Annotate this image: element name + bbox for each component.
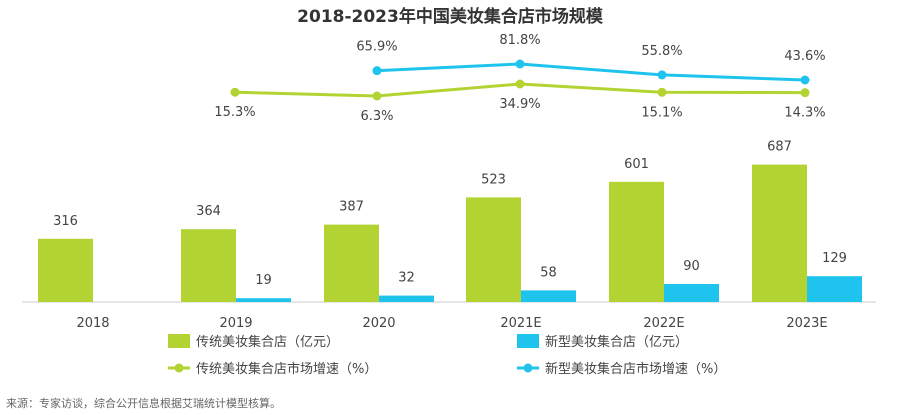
growth-new-point (515, 59, 525, 69)
x-tick-2020: 2020 (362, 316, 395, 331)
bar-label-traditional-2022E: 601 (624, 157, 649, 172)
x-tick-2019: 2019 (219, 316, 252, 331)
legend-label-1: 新型美妆集合店（亿元） (545, 334, 688, 350)
bar-marks: 316 364 19 387 32 523 58 601 90 687 129 (38, 140, 862, 302)
legend-marker-2 (174, 363, 184, 373)
growth-traditional-point (800, 88, 810, 98)
bar-label-traditional-2023E: 687 (767, 140, 792, 155)
line-marks: 15.3% 6.3% 34.9% 15.1% 14.3% 65.9% 81.8% 55.8% 4… (214, 33, 825, 124)
bar-new-2023E (807, 276, 862, 302)
legend-label-0: 传统美妆集合店（亿元） (196, 334, 339, 350)
legend-label-2: 传统美妆集合店市场增速（%） (196, 361, 377, 377)
chart-legend: 传统美妆集合店（亿元） 新型美妆集合店（亿元） 传统美妆集合店市场增速（%） 新型美妆… (168, 334, 726, 377)
growth-traditional-point (230, 87, 240, 97)
bar-new-2020 (379, 295, 434, 302)
legend-swatch-1 (517, 334, 539, 348)
growth-traditional-label: 34.9% (499, 97, 540, 112)
growth-new-label: 55.8% (641, 44, 682, 59)
bar-label-new-2019: 19 (255, 273, 272, 288)
bar-label-traditional-2020: 387 (339, 200, 364, 215)
growth-traditional-label: 15.3% (214, 105, 255, 120)
growth-new-label: 43.6% (784, 49, 825, 64)
growth-traditional-point (657, 87, 667, 97)
growth-new-line (376, 62, 806, 82)
bar-label-new-2022E: 90 (683, 259, 700, 274)
legend-swatch-0 (168, 334, 190, 348)
growth-traditional-point (372, 91, 382, 101)
bar-new-2021E (521, 290, 576, 302)
bar-label-new-2023E: 129 (822, 251, 847, 266)
bar-traditional-2021E (466, 197, 521, 302)
bar-label-traditional-2021E: 523 (481, 172, 506, 187)
source-note: 来源：专家访谈，综合公开信息根据艾瑞统计模型核算。 (6, 396, 281, 410)
growth-traditional-label: 6.3% (360, 109, 393, 124)
growth-traditional-label: 15.1% (641, 105, 682, 120)
growth-new-label: 65.9% (356, 40, 397, 55)
chart-title: 2018-2023年中国美妆集合店市场规模 (297, 6, 604, 27)
growth-new-label: 81.8% (499, 33, 540, 48)
growth-traditional-label: 14.3% (784, 106, 825, 121)
bar-traditional-2022E (609, 181, 664, 302)
bar-traditional-2018 (38, 238, 93, 302)
bar-traditional-2020 (324, 224, 379, 302)
legend-marker-3 (523, 363, 533, 373)
growth-new-point (800, 75, 810, 85)
growth-traditional-point (515, 79, 525, 89)
bar-new-2019 (236, 298, 291, 302)
growth-new-point (657, 70, 667, 80)
x-axis-ticks: 2018 2019 2020 2021E 2022E 2023E (76, 316, 827, 331)
bar-label-traditional-2018: 316 (53, 214, 78, 229)
bar-label-new-2020: 32 (398, 271, 415, 286)
bar-label-new-2021E: 58 (540, 265, 557, 280)
bar-label-traditional-2019: 364 (196, 204, 221, 219)
bar-new-2022E (664, 284, 719, 302)
growth-new-point (372, 66, 382, 76)
x-tick-2023E: 2023E (786, 316, 827, 331)
x-tick-2021E: 2021E (500, 316, 541, 331)
legend-label-3: 新型美妆集合店市场增速（%） (545, 361, 726, 377)
x-tick-2018: 2018 (76, 316, 109, 331)
bar-traditional-2023E (752, 164, 807, 302)
x-tick-2022E: 2022E (643, 316, 684, 331)
bar-traditional-2019 (181, 229, 236, 302)
